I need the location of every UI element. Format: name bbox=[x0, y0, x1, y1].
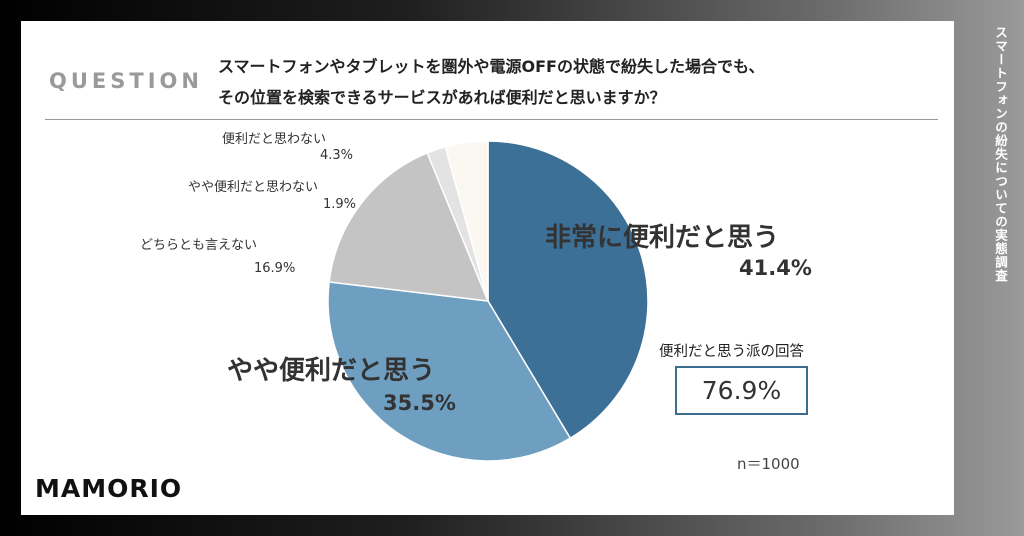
slice-label-value-4: 4.3% bbox=[320, 148, 354, 163]
question-line-2: その位置を検索できるサービスがあれば便利だと思いますか？ bbox=[218, 88, 666, 107]
sample-size: n＝1000 bbox=[737, 455, 800, 473]
summary-value-box: 76.9% bbox=[675, 366, 808, 415]
slice-label-name-2: どちらとも言えない bbox=[140, 238, 258, 253]
question-label: QUESTION bbox=[49, 69, 203, 93]
question-text: スマートフォンやタブレットを圏外や電源OFFの状態で紛失した場合でも、 その位置… bbox=[218, 51, 878, 113]
pie-slice-0 bbox=[487, 140, 649, 440]
slice-label-name-1: やや便利だと思う bbox=[227, 356, 436, 386]
survey-card: QUESTION スマートフォンやタブレットを圏外や電源OFFの状態で紛失した場… bbox=[21, 21, 954, 515]
slice-label-value-0: 41.4% bbox=[739, 256, 812, 280]
mamorio-logo: MAMORIO bbox=[35, 474, 183, 503]
summary-title: 便利だと思う派の回答 bbox=[659, 344, 804, 360]
slice-label-name-4: 便利だと思わない bbox=[222, 132, 327, 147]
summary-value: 76.9% bbox=[701, 376, 782, 405]
slice-label-value-1: 35.5% bbox=[383, 391, 456, 415]
pie-slice-1 bbox=[327, 281, 572, 462]
pie-slice-4 bbox=[444, 140, 489, 302]
slice-label-value-3: 1.9% bbox=[323, 197, 357, 212]
pie-slice-2 bbox=[328, 152, 490, 302]
side-title: スマートフォンの紛失についての実態調査 bbox=[993, 26, 1008, 283]
pie-chart bbox=[327, 140, 649, 462]
slice-label-name-3: やや便利だと思わない bbox=[188, 180, 319, 195]
slice-label-value-2: 16.9% bbox=[254, 261, 296, 276]
question-line-1: スマートフォンやタブレットを圏外や電源OFFの状態で紛失した場合でも、 bbox=[218, 57, 765, 76]
slice-label-name-0: 非常に便利だと思う bbox=[545, 223, 780, 253]
divider bbox=[45, 119, 938, 120]
